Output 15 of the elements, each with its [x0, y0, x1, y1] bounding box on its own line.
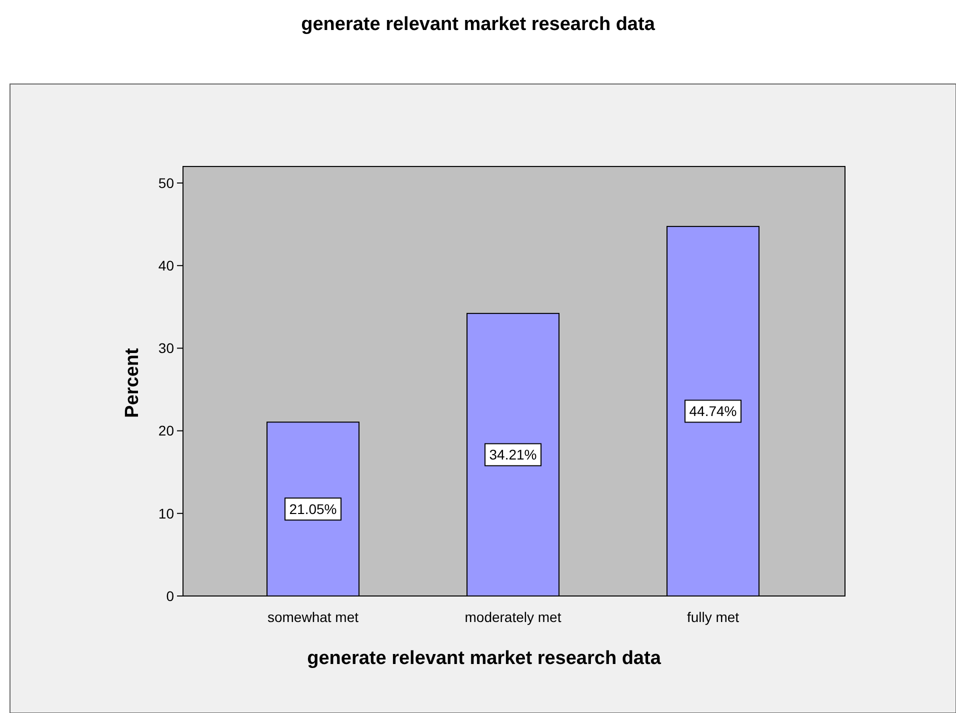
data-label: 21.05%	[289, 500, 337, 517]
y-tick-label: 40	[158, 258, 174, 274]
y-tick-label: 50	[158, 174, 174, 191]
x-tick-label: moderately met	[464, 609, 562, 625]
y-tick-label: 0	[166, 588, 174, 604]
data-label: 44.74%	[689, 403, 737, 420]
x-tick-label: somewhat met	[267, 609, 359, 625]
y-tick-label: 30	[158, 340, 174, 356]
y-tick-label: 20	[158, 422, 174, 439]
x-tick-label: fully met	[686, 609, 740, 625]
data-label: 34.21%	[489, 446, 537, 463]
chart-title: generate relevant market research data	[301, 14, 656, 35]
y-tick-label: 10	[158, 505, 174, 522]
x-axis-title: generate relevant market research data	[307, 648, 662, 669]
y-axis-title: Percent	[122, 347, 143, 418]
